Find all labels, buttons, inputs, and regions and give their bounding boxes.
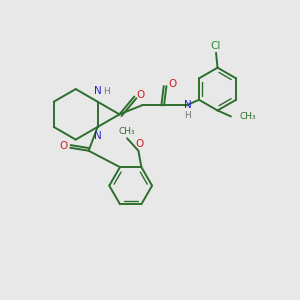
Text: O: O bbox=[60, 141, 68, 151]
Text: O: O bbox=[169, 79, 177, 89]
Text: N: N bbox=[184, 100, 192, 110]
Text: N: N bbox=[94, 131, 101, 142]
Text: CH₃: CH₃ bbox=[119, 127, 135, 136]
Text: O: O bbox=[136, 139, 144, 149]
Text: O: O bbox=[137, 90, 145, 100]
Text: CH₃: CH₃ bbox=[239, 112, 256, 121]
Text: N: N bbox=[94, 86, 101, 96]
Text: H: H bbox=[103, 87, 110, 96]
Text: Cl: Cl bbox=[211, 41, 221, 51]
Text: H: H bbox=[184, 111, 191, 120]
